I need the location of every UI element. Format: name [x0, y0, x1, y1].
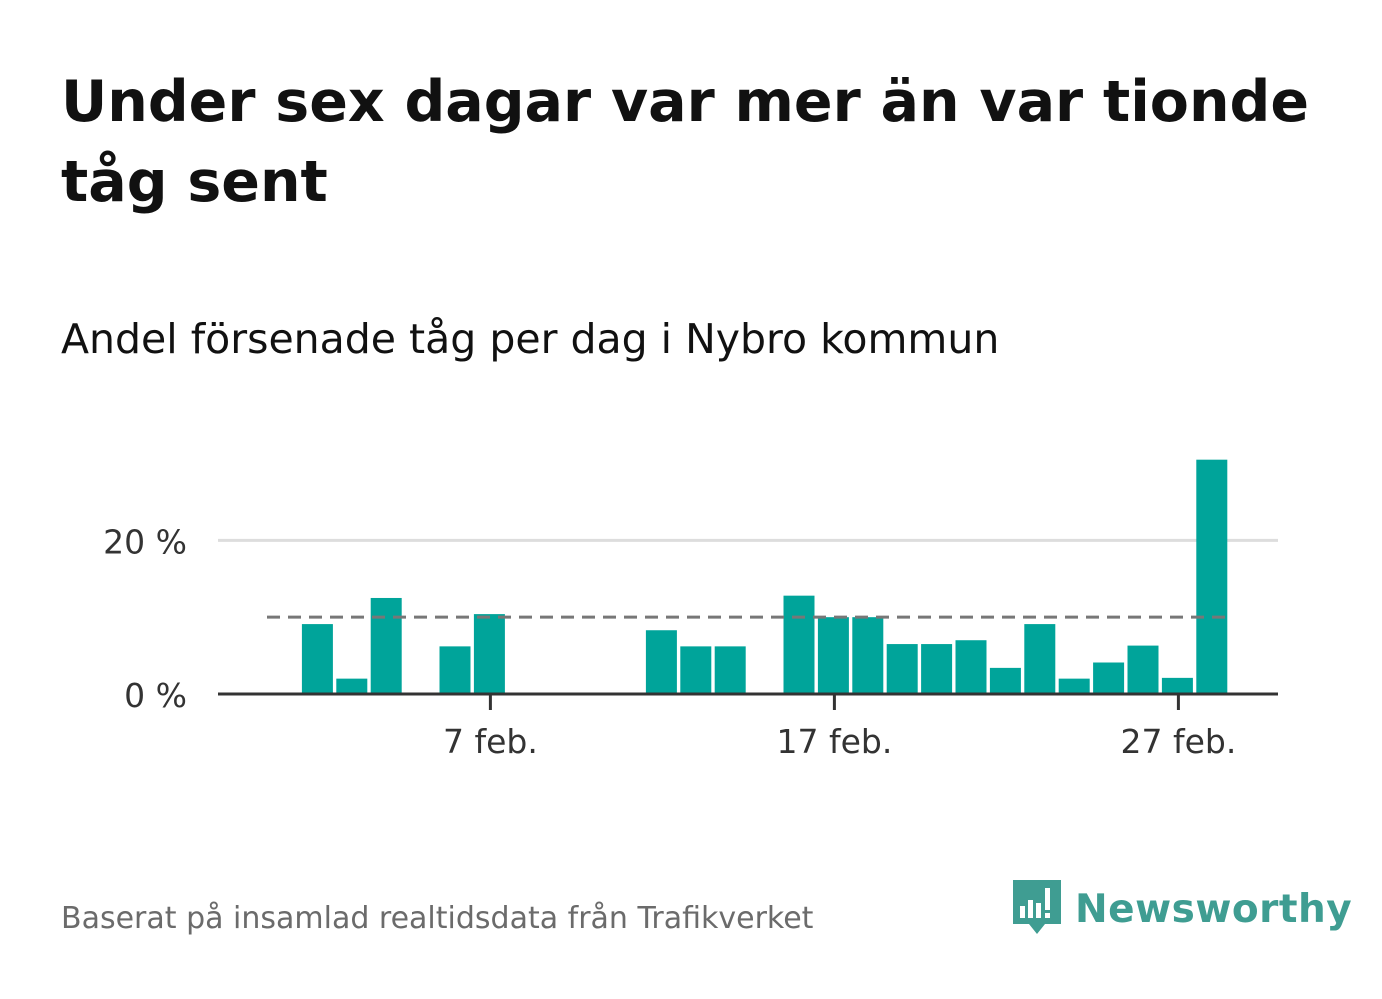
source-note: Baserat på insamlad realtidsdata från Tr…	[61, 901, 814, 936]
bars	[301, 459, 1228, 694]
bar	[817, 617, 849, 694]
bar	[336, 678, 368, 694]
bar	[439, 646, 471, 694]
bar	[921, 644, 953, 694]
bar	[370, 597, 402, 694]
x-tick-label: 7 feb.	[443, 722, 538, 761]
bar	[886, 644, 918, 694]
y-tick-label: 20 %	[103, 522, 187, 561]
bar	[714, 646, 746, 694]
newsworthy-logo-icon	[1013, 880, 1061, 934]
x-tick-label: 17 feb.	[776, 722, 892, 761]
bar	[1161, 677, 1193, 694]
bar	[1024, 624, 1056, 694]
bar	[852, 617, 884, 694]
bar	[1093, 662, 1125, 694]
x-tick-label: 27 feb.	[1120, 722, 1236, 761]
bar	[783, 595, 815, 694]
bar	[680, 646, 712, 694]
brand-name: Newsworthy	[1075, 886, 1353, 932]
newsworthy-logo: Newsworthy	[1011, 878, 1352, 940]
bar	[645, 630, 677, 694]
chart-title: Under sex dagar var mer än var tionde tå…	[61, 69, 1309, 215]
axes: 0 % 20 % 7 feb. 17 feb. 27 feb.	[103, 522, 1278, 761]
bar	[955, 640, 987, 694]
y-tick-label: 0 %	[124, 676, 187, 715]
chart-subtitle: Andel försenade tåg per dag i Nybro komm…	[61, 315, 1000, 363]
bar	[1058, 678, 1090, 694]
bar	[301, 624, 333, 694]
bar	[989, 667, 1021, 694]
bar	[1127, 645, 1159, 694]
bar	[1196, 459, 1228, 694]
bar	[473, 614, 505, 694]
